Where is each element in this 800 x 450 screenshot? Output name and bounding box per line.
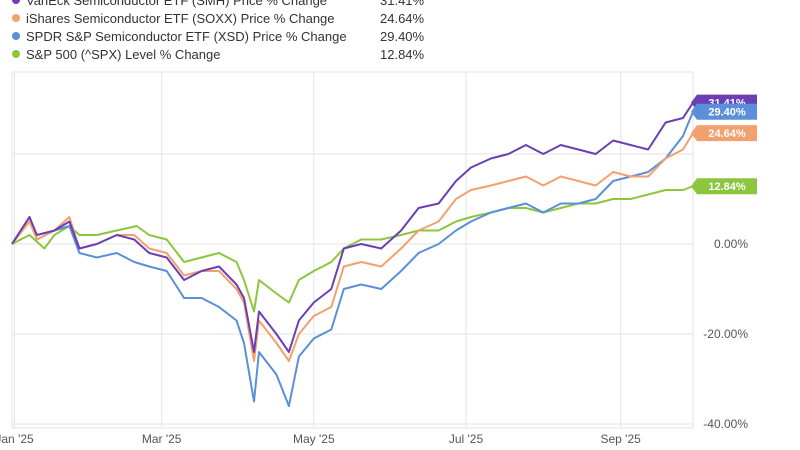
legend-dot-xsd — [12, 32, 20, 40]
legend-value-spx: 12.84% — [380, 47, 425, 62]
x-tick-label: May '25 — [293, 432, 335, 446]
end-label: 12.84% — [691, 178, 757, 195]
legend-value-soxx: 24.64% — [380, 11, 425, 26]
legend-item-xsd[interactable]: SPDR S&P Semiconductor ETF (XSD) Price %… — [0, 28, 470, 46]
end-label-tag — [691, 103, 757, 120]
end-label-text: 12.84% — [708, 181, 746, 193]
legend: VanEck Semiconductor ETF (SMH) Price % C… — [0, 0, 470, 64]
y-tick-label: 0.00% — [714, 237, 748, 251]
y-tick-label: -40.00% — [703, 417, 748, 431]
legend-label-soxx: iShares Semiconductor ETF (SOXX) Price %… — [26, 11, 335, 26]
legend-item-smh[interactable]: VanEck Semiconductor ETF (SMH) Price % C… — [0, 0, 470, 10]
end-label: 24.64% — [691, 125, 757, 142]
end-label-tag — [691, 125, 757, 142]
legend-dot-smh — [12, 0, 20, 4]
end-label-tag — [691, 178, 757, 195]
y-tick-label: -20.00% — [703, 327, 748, 341]
series-line — [11, 102, 694, 353]
x-tick-label: Jul '25 — [449, 432, 484, 446]
series-lines — [11, 102, 694, 407]
end-label: 29.40% — [691, 103, 757, 120]
end-labels: 31.41%24.64%29.40%12.84% — [691, 94, 757, 195]
grid — [11, 71, 694, 429]
end-label-text: 29.40% — [708, 107, 746, 119]
legend-value-xsd: 29.40% — [380, 29, 425, 44]
legend-item-spx[interactable]: S&P 500 (^SPX) Level % Change 12.84% — [0, 46, 470, 64]
legend-label-xsd: SPDR S&P Semiconductor ETF (XSD) Price %… — [26, 29, 347, 44]
x-tick-label: Mar '25 — [142, 432, 182, 446]
x-tick-label: Sep '25 — [600, 432, 641, 446]
end-label-text: 24.64% — [708, 128, 746, 140]
legend-label-spx: S&P 500 (^SPX) Level % Change — [26, 47, 221, 62]
legend-dot-spx — [12, 50, 20, 58]
x-tick-label: Jan '25 — [0, 432, 34, 446]
series-line — [11, 185, 694, 313]
legend-value-smh: 31.41% — [380, 0, 425, 8]
plot-frame — [11, 71, 694, 429]
series-line — [11, 111, 694, 407]
legend-dot-soxx — [12, 14, 20, 22]
legend-item-soxx[interactable]: iShares Semiconductor ETF (SOXX) Price %… — [0, 10, 470, 28]
legend-label-smh: VanEck Semiconductor ETF (SMH) Price % C… — [26, 0, 328, 8]
axis-ticks: 0.00% -20.00% -40.00% Jan '25 Mar '25 May '25… — [0, 237, 748, 446]
